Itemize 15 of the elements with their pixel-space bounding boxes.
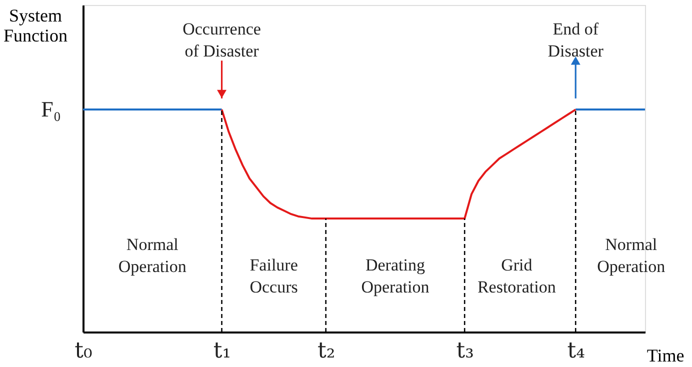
text: Occurrence of Disaster bbox=[182, 19, 261, 60]
annotation: Derating Operation bbox=[361, 255, 430, 296]
annotation: Normal Operation bbox=[597, 235, 666, 276]
x-tick-label: t₀ bbox=[74, 338, 93, 364]
y-axis-title: System Function bbox=[3, 6, 68, 46]
text: F₀ bbox=[41, 96, 61, 122]
x-tick-label: t₁ bbox=[213, 338, 232, 364]
x-axis-title: Time bbox=[646, 346, 684, 366]
annotation: Grid Restoration bbox=[477, 255, 556, 296]
text: End of Disaster bbox=[548, 19, 604, 60]
x-tick-label: t₂ bbox=[318, 338, 336, 364]
annotation: Failure Occurs bbox=[250, 255, 298, 296]
x-tick-label: t₃ bbox=[456, 338, 474, 364]
x-tick-label: t₄ bbox=[567, 338, 586, 364]
annotation: Normal Operation bbox=[118, 235, 187, 276]
